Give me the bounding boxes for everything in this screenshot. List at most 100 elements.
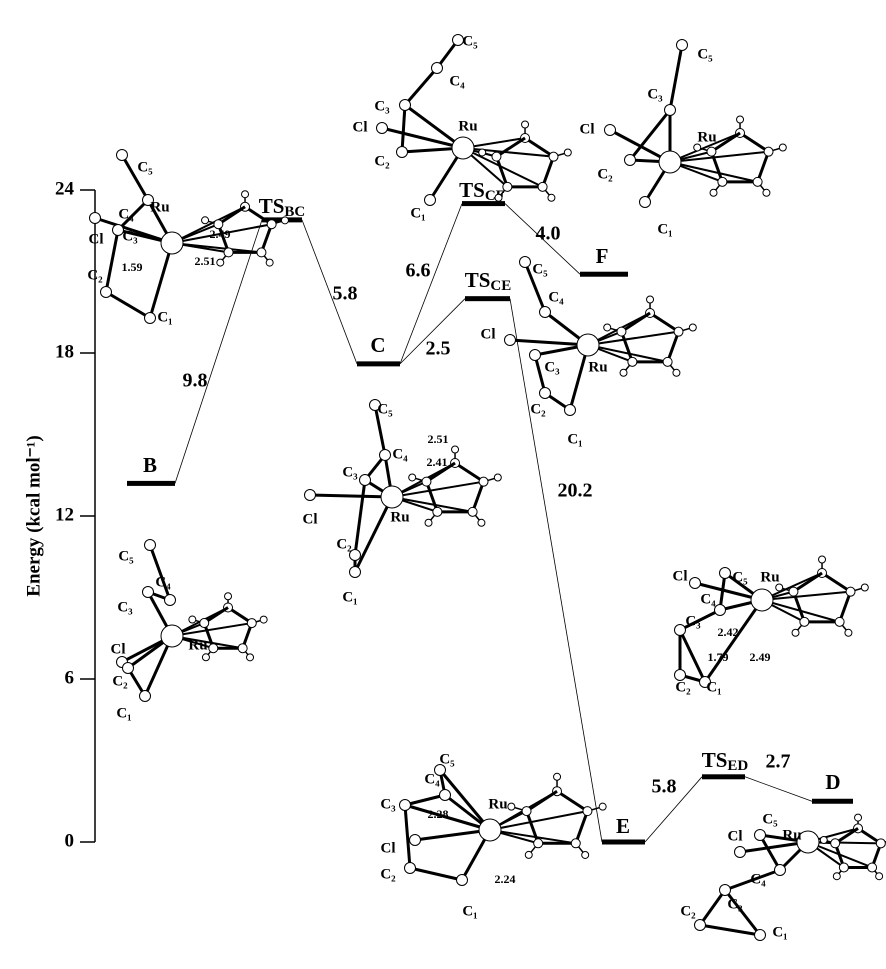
barrier-label: 5.8 <box>652 776 677 798</box>
atom-label: C₃ <box>544 359 560 375</box>
ring-bond <box>425 481 439 513</box>
h-atom <box>521 120 530 129</box>
y-tick-label: 12 <box>55 504 74 525</box>
level-name: C <box>370 333 385 357</box>
atom-label: C₄ <box>118 206 134 222</box>
bond <box>404 803 491 832</box>
atom <box>142 586 154 598</box>
ring-atom <box>478 476 489 487</box>
atom-label: C₃ <box>374 98 390 114</box>
atom-label: C₄ <box>449 73 465 89</box>
ru-ring-bond <box>171 205 246 244</box>
ring-bond <box>574 810 589 844</box>
atom <box>689 577 701 589</box>
bond <box>403 804 412 869</box>
ru-ring-bond <box>669 161 758 183</box>
h-atom <box>507 802 516 811</box>
atom <box>380 485 404 509</box>
ring-bond <box>495 136 526 158</box>
atom-label: C₅ <box>762 811 778 827</box>
energy-level <box>357 361 400 367</box>
atom-label: C₁ <box>157 309 172 325</box>
distance-label: 2.49 <box>210 227 231 241</box>
atom-label: Cl <box>381 840 396 856</box>
h-atom <box>424 518 433 527</box>
h-atom <box>646 295 655 304</box>
atom-label: C₁ <box>342 589 357 605</box>
h-atom <box>875 872 884 881</box>
h-atom <box>598 802 607 811</box>
h-atom <box>860 583 869 592</box>
ring-atom <box>521 806 532 817</box>
atom <box>796 830 820 854</box>
atom-label: C₄ <box>392 446 408 462</box>
level-label: TSCE <box>465 268 512 295</box>
level-label: D <box>825 770 840 794</box>
ring-atom <box>548 151 559 162</box>
h-atom <box>736 115 745 124</box>
ring-bond <box>792 591 806 623</box>
ring-bond <box>649 311 680 333</box>
atom-label: C₂ <box>336 536 352 552</box>
energy-level <box>127 480 175 486</box>
atom-label: C₄ <box>424 771 440 787</box>
bond <box>403 67 439 106</box>
ring-atom <box>213 219 224 230</box>
h-atom <box>259 615 268 624</box>
bond <box>404 793 446 807</box>
connector <box>301 219 358 365</box>
atom <box>576 333 600 357</box>
ring-atom <box>266 219 277 230</box>
atom <box>399 99 411 111</box>
ring-atom <box>830 838 841 849</box>
atom-label: Cl <box>89 231 104 247</box>
h-atom <box>216 258 225 267</box>
atom <box>376 122 388 134</box>
bond <box>94 216 173 245</box>
atom <box>658 150 682 174</box>
ring-atom <box>875 838 886 849</box>
ru-ring-bond <box>462 147 554 158</box>
ring-bond <box>525 810 540 844</box>
atom <box>399 799 411 811</box>
ring-atom <box>199 618 210 629</box>
energy-level <box>602 839 645 845</box>
h-atom <box>563 148 572 157</box>
bond <box>724 868 781 892</box>
ring-bond <box>524 136 555 158</box>
y-tick-label: 6 <box>65 667 75 688</box>
ring-atom <box>502 181 513 192</box>
atom-label: Ru <box>588 359 607 375</box>
atom-label: C₂ <box>530 401 546 417</box>
atom-label: C₁ <box>462 903 477 919</box>
atom <box>624 154 636 166</box>
level-label: F <box>596 244 609 268</box>
atom-label: C₅ <box>377 401 393 417</box>
atom-label: Ru <box>390 509 409 525</box>
atom-label: Ru <box>760 569 779 585</box>
atom-label: C₄ <box>155 574 171 590</box>
atom <box>539 387 551 399</box>
h-atom <box>188 615 197 624</box>
atom-label: C₁ <box>116 705 131 721</box>
atom <box>719 884 731 896</box>
ring-atom <box>432 506 443 517</box>
connector <box>174 219 263 484</box>
h-atom <box>854 813 863 822</box>
bond <box>533 354 547 394</box>
atom-label: C₅ <box>137 159 153 175</box>
distance-label: 2.51 <box>428 432 449 446</box>
atom <box>478 818 502 842</box>
y-tick-label: 24 <box>55 178 75 199</box>
ring-bond <box>425 461 456 483</box>
bond <box>414 828 491 842</box>
bond <box>694 581 763 602</box>
atom <box>379 449 391 461</box>
atom <box>116 149 128 161</box>
atom <box>424 194 436 206</box>
bond <box>148 242 174 319</box>
h-atom <box>241 190 250 199</box>
atom-label: C₁ <box>657 221 672 237</box>
bond <box>353 479 367 556</box>
ring-atom <box>845 586 856 597</box>
